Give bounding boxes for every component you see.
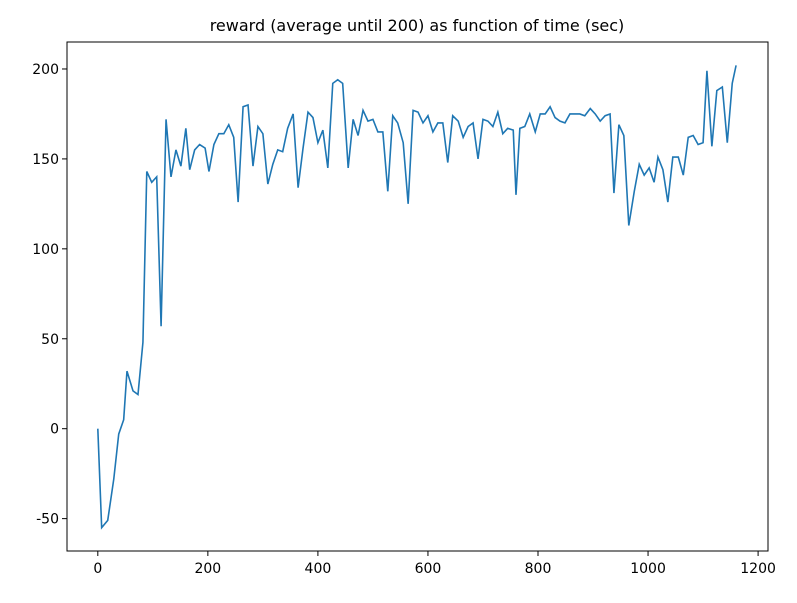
y-tick-label: -50	[36, 512, 59, 528]
y-tick-label: 100	[32, 242, 59, 258]
x-tick-label: 800	[525, 561, 552, 577]
axes-frame	[66, 41, 769, 552]
y-tick-label: 50	[41, 332, 59, 348]
y-tick-label: 150	[32, 152, 59, 168]
y-tick-label: 200	[32, 62, 59, 78]
x-tick-label: 1000	[630, 561, 666, 577]
data-line	[97, 65, 737, 530]
x-tick-label: 600	[415, 561, 442, 577]
x-tick-label: 1200	[740, 561, 776, 577]
x-tick-label: 0	[93, 561, 102, 577]
y-tick-label: 0	[50, 422, 59, 438]
chart-title: reward (average until 200) as function o…	[210, 16, 625, 35]
x-tick-label: 400	[305, 561, 332, 577]
x-tick-label: 200	[194, 561, 221, 577]
